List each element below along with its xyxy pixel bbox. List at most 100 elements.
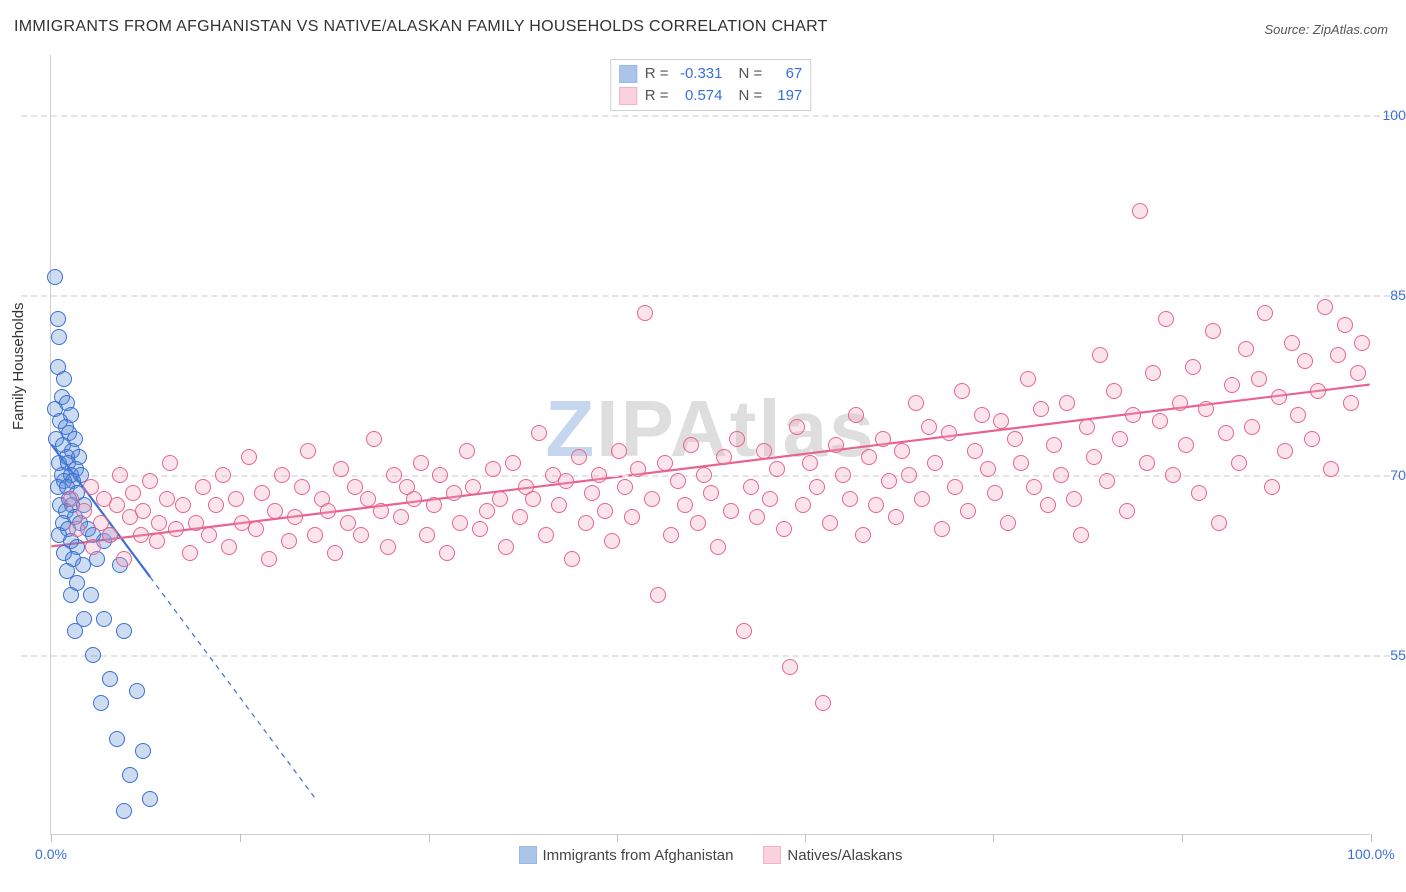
- data-point: [151, 515, 167, 531]
- x-tick: [1182, 834, 1183, 842]
- trend-lines-svg: [51, 55, 1370, 834]
- data-point: [531, 425, 547, 441]
- x-tick: [51, 834, 52, 842]
- data-point: [657, 455, 673, 471]
- data-point: [1165, 467, 1181, 483]
- data-point: [1073, 527, 1089, 543]
- data-point: [690, 515, 706, 531]
- data-point: [1271, 389, 1287, 405]
- data-point: [828, 437, 844, 453]
- r-value-series2: 0.574: [675, 85, 723, 107]
- data-point: [993, 413, 1009, 429]
- plot-area: ZIPAtlas R = -0.331 N = 67 R = 0.574 N =…: [50, 55, 1370, 835]
- data-point: [446, 485, 462, 501]
- data-point: [1284, 335, 1300, 351]
- data-point: [1191, 485, 1207, 501]
- data-point: [1251, 371, 1267, 387]
- y-tick-label: 70.0%: [1375, 467, 1406, 483]
- data-point: [914, 491, 930, 507]
- data-point: [901, 467, 917, 483]
- data-point: [1257, 305, 1273, 321]
- data-point: [848, 407, 864, 423]
- data-point: [347, 479, 363, 495]
- data-point: [135, 743, 151, 759]
- data-point: [201, 527, 217, 543]
- data-point: [1244, 419, 1260, 435]
- data-point: [159, 491, 175, 507]
- data-point: [558, 473, 574, 489]
- source-attribution: Source: ZipAtlas.com: [1264, 22, 1388, 37]
- data-point: [842, 491, 858, 507]
- data-point: [1205, 323, 1221, 339]
- data-point: [50, 311, 66, 327]
- stats-row-series2: R = 0.574 N = 197: [619, 85, 803, 107]
- data-point: [96, 611, 112, 627]
- data-point: [505, 455, 521, 471]
- bottom-legend: Immigrants from Afghanistan Natives/Alas…: [519, 846, 903, 864]
- data-point: [1317, 299, 1333, 315]
- data-point: [1026, 479, 1042, 495]
- data-point: [221, 539, 237, 555]
- x-tick-label: 0.0%: [35, 846, 67, 862]
- data-point: [413, 455, 429, 471]
- data-point: [1238, 341, 1254, 357]
- data-point: [129, 683, 145, 699]
- data-point: [571, 449, 587, 465]
- r-value-series1: -0.331: [675, 63, 723, 85]
- correlation-stats-box: R = -0.331 N = 67 R = 0.574 N = 197: [610, 59, 812, 111]
- data-point: [1086, 449, 1102, 465]
- data-point: [908, 395, 924, 411]
- data-point: [1158, 311, 1174, 327]
- data-point: [215, 467, 231, 483]
- data-point: [1053, 467, 1069, 483]
- data-point: [1040, 497, 1056, 513]
- data-point: [485, 461, 501, 477]
- data-point: [894, 443, 910, 459]
- data-point: [340, 515, 356, 531]
- data-point: [1013, 455, 1029, 471]
- data-point: [261, 551, 277, 567]
- data-point: [248, 521, 264, 537]
- legend-label-series1: Immigrants from Afghanistan: [543, 847, 734, 864]
- data-point: [182, 545, 198, 561]
- data-point: [630, 461, 646, 477]
- data-point: [208, 497, 224, 513]
- data-point: [743, 479, 759, 495]
- data-point: [1092, 347, 1108, 363]
- data-point: [921, 419, 937, 435]
- data-point: [597, 503, 613, 519]
- data-point: [142, 473, 158, 489]
- legend-swatch-series1: [519, 846, 537, 864]
- data-point: [1046, 437, 1062, 453]
- data-point: [604, 533, 620, 549]
- data-point: [307, 527, 323, 543]
- r-label: R =: [645, 63, 669, 85]
- data-point: [1350, 365, 1366, 381]
- data-point: [756, 443, 772, 459]
- data-point: [241, 449, 257, 465]
- data-point: [967, 443, 983, 459]
- data-point: [56, 371, 72, 387]
- chart-container: IMMIGRANTS FROM AFGHANISTAN VS NATIVE/AL…: [0, 0, 1406, 892]
- data-point: [875, 431, 891, 447]
- data-point: [512, 509, 528, 525]
- data-point: [380, 539, 396, 555]
- data-point: [333, 461, 349, 477]
- data-point: [1264, 479, 1280, 495]
- data-point: [1218, 425, 1234, 441]
- stats-row-series1: R = -0.331 N = 67: [619, 63, 803, 85]
- data-point: [611, 443, 627, 459]
- data-point: [472, 521, 488, 537]
- data-point: [1211, 515, 1227, 531]
- n-label: N =: [739, 85, 763, 107]
- data-point: [373, 503, 389, 519]
- data-point: [1066, 491, 1082, 507]
- data-point: [67, 623, 83, 639]
- y-axis-label: Family Households: [10, 302, 27, 430]
- data-point: [960, 503, 976, 519]
- grid-line: [21, 295, 1400, 297]
- data-point: [888, 509, 904, 525]
- data-point: [135, 503, 151, 519]
- data-point: [195, 479, 211, 495]
- data-point: [1323, 461, 1339, 477]
